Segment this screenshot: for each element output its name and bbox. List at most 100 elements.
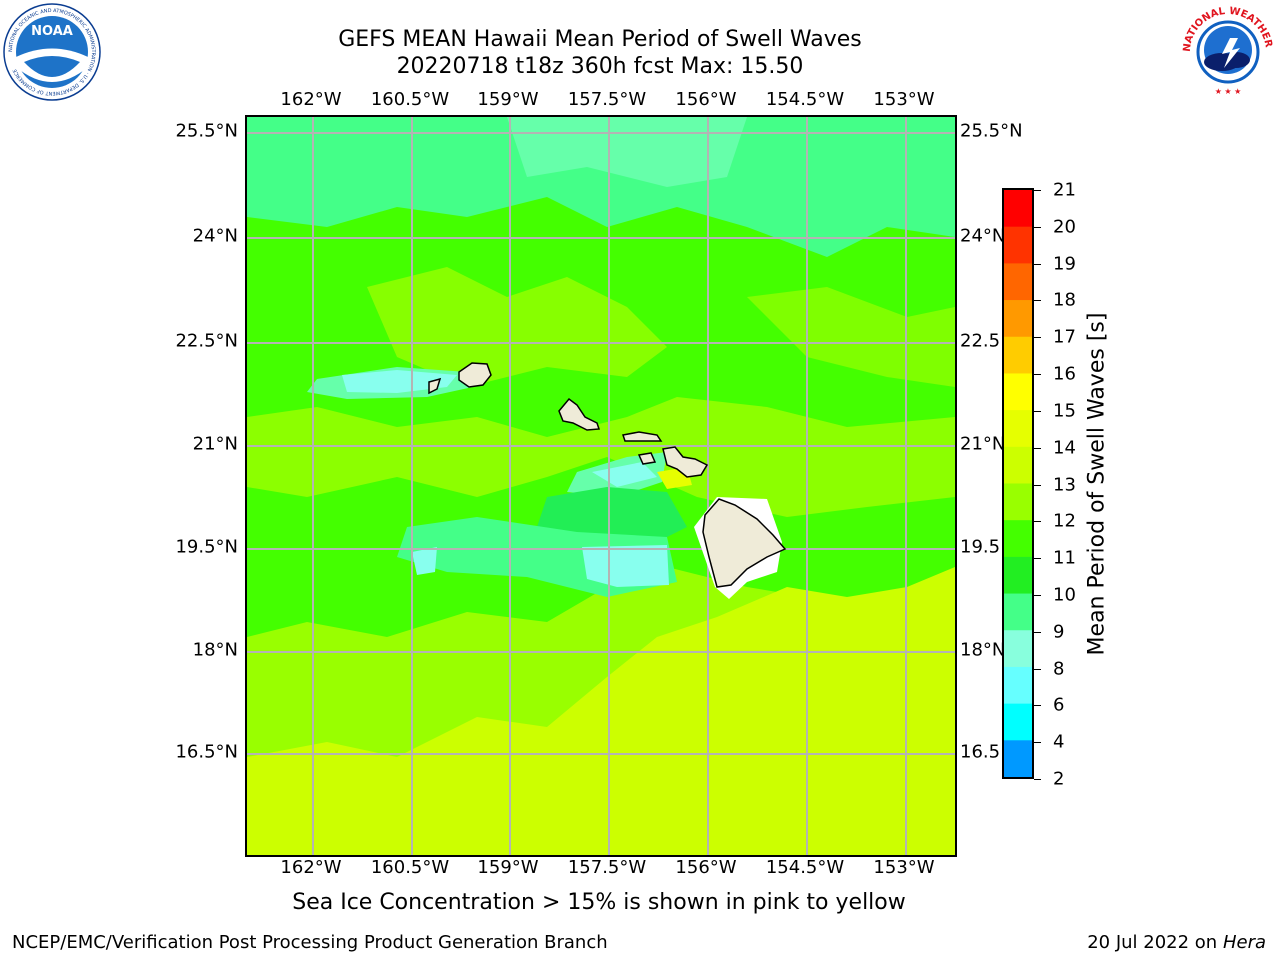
islands [428,362,787,599]
lat-label-right: 21°N [960,433,1006,455]
colorbar-tick-mark [1034,190,1041,191]
colorbar-tick-label: 9 [1053,621,1065,643]
island-lanai [637,452,657,465]
lat-label-right: 18°N [960,639,1006,661]
swell-contour-11-north2 [507,117,747,187]
footer-date-text: 20 Jul 2022 on [1087,932,1223,953]
colorbar-tick-mark [1034,558,1041,560]
nws-logo: NATIONAL WEATHER SERVICE ★ ★ ★ [1174,0,1278,102]
lon-label-bottom: 156°W [675,857,737,878]
colorbar-tick-label: 21 [1053,179,1076,201]
colorbar-tick-mark [1034,410,1041,412]
colorbar-tick-mark [1034,300,1041,302]
colorbar-swatch [1004,410,1032,448]
colorbar-tick-label: 11 [1053,547,1076,569]
colorbar-tick-label: 10 [1053,584,1076,606]
lon-label-bottom: 153°W [873,857,935,878]
lat-label-left: 19.5°N [175,536,238,558]
lon-label-bottom: 157.5°W [567,857,647,878]
colorbar-swatch [1004,740,1032,778]
lon-label-bottom: 154.5°W [765,857,845,878]
noaa-logo-text: NOAA [31,24,73,39]
colorbar-tick-mark [1034,263,1041,265]
lat-label-left: 25.5°N [175,120,238,142]
footer-branch: NCEP/EMC/Verification Post Processing Pr… [12,932,608,953]
lat-label-left: 24°N [192,225,238,247]
colorbar-swatch [1004,226,1032,264]
colorbar-tick-label: 16 [1053,363,1076,385]
lat-label-right: 24°N [960,225,1006,247]
swell-contour-9-west [412,547,437,575]
lat-label-left: 16.5°N [175,741,238,763]
lon-label-top: 160.5°W [370,89,450,110]
colorbar-swatches [1004,190,1032,778]
colorbar-tick-mark [1034,226,1041,228]
colorbar-tick-mark [1034,742,1041,744]
lon-label-top: 154.5°W [765,89,845,110]
colorbar-tick-mark [1034,521,1041,523]
colorbar [1002,188,1034,779]
lon-label-bottom: 162°W [280,857,342,878]
colorbar-tick-mark [1034,668,1041,670]
colorbar-tick-label: 4 [1053,731,1065,753]
swell-contour-13-ne [747,287,955,387]
swell-contour-9-south [582,545,669,587]
colorbar-tick-label: 13 [1053,474,1076,495]
colorbar-swatch [1004,263,1032,301]
colorbar-tick-label: 14 [1053,437,1076,459]
lat-label-right: 22.5 [960,330,1001,352]
lat-label-left: 21°N [192,433,238,455]
colorbar-tick-mark [1034,484,1041,486]
island-oahu [558,397,601,431]
colorbar-tick-label: 15 [1053,400,1076,422]
svg-text:★ ★ ★: ★ ★ ★ [1215,87,1242,96]
lon-label-top: 157.5°W [567,89,647,110]
colorbar-tick-label: 12 [1053,510,1076,532]
colorbar-swatch [1004,300,1032,338]
swell-contour-14b [247,737,955,855]
colorbar-swatch [1004,336,1032,374]
colorbar-swatch [1004,703,1032,741]
colorbar-swatch [1004,483,1032,521]
colorbar-swatch [1004,446,1032,484]
footer-date: 20 Jul 2022 on Hera [1087,932,1266,953]
lat-label-left: 22.5°N [175,330,238,352]
colorbar-tick-mark [1034,631,1041,633]
swell-contour-13-north [367,267,667,387]
footer-host: Hera [1222,932,1266,953]
colorbar-swatch [1004,666,1032,705]
colorbar-swatch [1004,556,1032,595]
island-kauai [458,362,492,388]
lon-label-top: 159°W [477,89,539,110]
map-subtitle: 20220718 t18z 360h fcst Max: 15.50 [396,54,804,79]
graticule [247,117,955,855]
map-canvas [247,117,955,855]
colorbar-tick-label: 2 [1053,768,1065,790]
island-niihau [428,377,442,395]
colorbar-tick-label: 17 [1053,326,1076,348]
lon-label-bottom: 160.5°W [370,857,450,878]
colorbar-swatch [1004,190,1032,228]
colorbar-tick-label: 6 [1053,694,1065,716]
map-title: GEFS MEAN Hawaii Mean Period of Swell Wa… [338,27,862,52]
lon-label-top: 156°W [675,89,737,110]
colorbar-tick-mark [1034,779,1041,780]
lat-label-right: 19.5 [960,536,1001,558]
island-hawaii [702,498,787,588]
lon-label-top: 153°W [873,89,935,110]
sea-ice-note: Sea Ice Concentration > 15% is shown in … [292,890,906,915]
colorbar-swatch [1004,373,1032,411]
lat-label-left: 18°N [192,639,238,661]
lon-label-top: 162°W [280,89,342,110]
colorbar-tick-mark [1034,705,1041,707]
colorbar-tick-label: 19 [1053,253,1076,275]
island-maui [662,446,709,478]
colorbar-tick-mark [1034,594,1041,596]
colorbar-swatch [1004,593,1032,631]
noaa-logo: NOAA NATIONAL OCEANIC AND ATMOSPHERIC AD… [2,2,102,102]
lat-label-right: 16.5 [960,741,1001,763]
colorbar-label: Mean Period of Swell Waves [s] [1084,312,1110,656]
map-panel [245,115,957,857]
swell-contour-11-north [247,117,955,257]
colorbar-swatch [1004,630,1032,668]
